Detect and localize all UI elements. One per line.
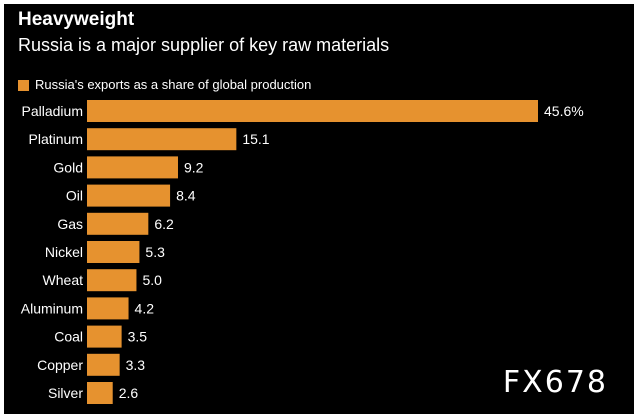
category-label: Wheat	[43, 272, 84, 288]
category-label: Oil	[66, 188, 83, 204]
value-label: 45.6%	[544, 103, 584, 119]
bar-wheat	[87, 269, 137, 292]
value-label: 2.6	[119, 385, 139, 401]
bar-palladium	[87, 100, 538, 122]
category-label: Coal	[54, 329, 83, 345]
category-label: Gas	[57, 216, 83, 232]
chart-panel: Heavyweight Russia is a major supplier o…	[4, 4, 634, 414]
bar-silver	[87, 382, 113, 404]
category-label: Copper	[37, 357, 83, 373]
value-label: 4.2	[135, 300, 155, 316]
bar-oil	[87, 184, 171, 207]
value-label: 5.0	[142, 272, 162, 288]
legend: Russia's exports as a share of global pr…	[18, 77, 311, 93]
bar-chart: Palladium 45.6% Platinum 15.1 Gold 9.2 Oil 8.4 G…	[21, 100, 584, 404]
bar-gold	[87, 156, 178, 179]
bar-copper	[87, 353, 120, 376]
chart-subtitle: Russia is a major supplier of key raw ma…	[18, 35, 390, 55]
category-label: Gold	[53, 159, 83, 175]
legend-swatch	[18, 79, 29, 91]
category-label: Aluminum	[21, 300, 83, 316]
category-label: Silver	[48, 385, 83, 401]
value-label: 9.2	[184, 159, 204, 175]
value-label: 5.3	[145, 244, 165, 260]
chart-title: Heavyweight	[18, 9, 135, 30]
value-label: 6.2	[154, 216, 174, 232]
category-label: Nickel	[45, 244, 83, 260]
bar-gas	[87, 212, 149, 235]
category-label: Palladium	[22, 103, 83, 119]
watermark: FX678	[502, 365, 608, 400]
bar-platinum	[87, 128, 237, 151]
bar-coal	[87, 325, 122, 348]
bar-aluminum	[87, 297, 129, 320]
bar-nickel	[87, 241, 140, 263]
value-label: 15.1	[242, 131, 269, 147]
value-label: 3.3	[126, 357, 146, 373]
value-label: 8.4	[176, 188, 196, 204]
category-label: Platinum	[29, 131, 83, 147]
legend-label: Russia's exports as a share of global pr…	[35, 77, 312, 92]
value-label: 3.5	[128, 329, 148, 345]
